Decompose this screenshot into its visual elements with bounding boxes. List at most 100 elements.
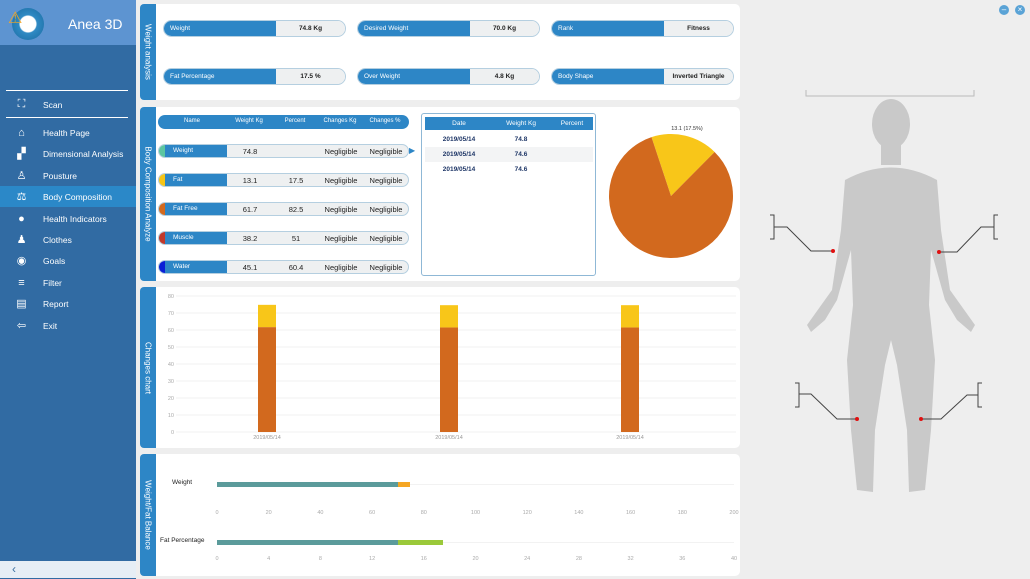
field-over-weight: Over Weight 4.8 Kg (357, 68, 540, 85)
x-tick-label: 2019/05/14 (616, 435, 644, 441)
composition-table-header: Name Weight Kg Percent Changes Kg Changes % (158, 115, 409, 129)
x-tick-label: 140 (574, 510, 584, 516)
user-avatar-icon[interactable] (12, 8, 44, 40)
composition-pie-chart: 13.1 (17.5%) (609, 126, 733, 258)
collapse-sidebar-button[interactable]: ‹ (0, 561, 136, 578)
composition-row[interactable]: Water 45.1 60.4 Negligible Negligible (158, 260, 409, 274)
y-tick-label: 20 (168, 396, 174, 402)
sidebar-item-health-page[interactable]: ⌂ Health Page (0, 122, 136, 143)
chevron-left-icon: ‹ (12, 562, 16, 576)
sidebar-item-report[interactable]: ▤ Report (0, 293, 136, 314)
column-header: Changes % (369, 118, 401, 124)
home-icon: ⌂ (18, 126, 25, 139)
history-row[interactable]: 2019/05/14 74.8 (425, 132, 593, 147)
color-swatch (159, 203, 165, 215)
column-header: Percent (284, 118, 306, 124)
sidebar-item-body-composition[interactable]: ⚖ Body Composition (0, 186, 136, 207)
sidebar-item-health-indicators[interactable]: ● Health Indicators (0, 208, 136, 229)
sidebar-item-pousture[interactable]: ♙ Pousture (0, 165, 136, 186)
column-header: Name (183, 118, 201, 124)
cell-changes_kg: Negligible (324, 234, 358, 243)
body-silhouette[interactable] (745, 0, 1030, 579)
composition-row[interactable]: Fat 13.1 17.5 Negligible Negligible (158, 173, 409, 187)
cell-changes_kg: Negligible (324, 147, 358, 156)
sidebar-item-dimensional-analysis[interactable]: ▞ Dimensional Analysis (0, 143, 136, 164)
field-body-shape: Body Shape Inverted Triangle (551, 68, 734, 85)
cell-percent: 17.5 (288, 176, 304, 185)
composition-row[interactable]: Weight 74.8 Negligible Negligible (158, 144, 409, 158)
color-swatch (159, 232, 165, 244)
selected-row-arrow-icon: ▶ (409, 146, 416, 155)
color-swatch (159, 145, 165, 157)
bar-segment[interactable] (440, 327, 458, 432)
history-row[interactable]: 2019/05/14 74.6 (425, 162, 593, 177)
x-tick-label: 180 (677, 510, 687, 516)
sidebar-item-clothes[interactable]: ♟ Clothes (0, 229, 136, 250)
body-model-view: – × (745, 0, 1030, 579)
sidebar-item-goals[interactable]: ◉ Goals (0, 250, 136, 271)
exit-icon: ⇦ (16, 320, 27, 332)
filter-icon: ≡ (18, 276, 25, 289)
field-desired-weight: Desired Weight 70.0 Kg (357, 20, 540, 37)
x-tick-label: 2019/05/14 (253, 435, 281, 441)
x-tick-label: 40 (730, 556, 738, 562)
color-swatch (159, 261, 165, 273)
x-tick-label: 32 (627, 556, 634, 562)
x-tick-label: 2019/05/14 (435, 435, 463, 441)
close-button[interactable]: × (1015, 5, 1025, 15)
x-tick-label: 200 (729, 510, 739, 516)
changes-chart-panel: Changes chart 0 10 20 30 40 50 60 70 80 2019/05/1… (140, 287, 740, 448)
apple-icon: ● (18, 212, 25, 225)
bar-segment[interactable] (621, 305, 639, 328)
cell-changes_kg: Negligible (324, 176, 358, 185)
bar-segment[interactable] (258, 327, 276, 432)
cell-percent: 82.5 (288, 205, 304, 214)
sidebar: ⚠ Anea 3D ⛶ Scan ⌂ Health Page ▞ Dimensional … (0, 0, 136, 579)
divider (6, 90, 128, 91)
x-tick-label: 160 (626, 510, 636, 516)
x-tick-label: 4 (267, 556, 271, 562)
minimize-button[interactable]: – (999, 5, 1009, 15)
sidebar-item-exit[interactable]: ⇦ Exit (0, 315, 136, 336)
sidebar-header: ⚠ Anea 3D (0, 0, 136, 45)
cell-percent: 51 (291, 234, 301, 243)
weight-fat-balance-panel: Weight/Fat Balance Weight 0 20 40 60 80 100 120… (140, 454, 740, 576)
field-rank: Rank Fitness (551, 20, 734, 37)
x-tick-label: 20 (472, 556, 479, 562)
body-composition-tab: Body Composition Analyze (140, 107, 156, 281)
cell-date: 2019/05/14 (442, 136, 476, 143)
balance-bar-base (217, 540, 398, 545)
pie-slice[interactable] (651, 134, 715, 196)
bar-segment[interactable] (440, 305, 458, 328)
cell-weight: 74.8 (242, 147, 258, 156)
x-tick-label: 120 (522, 510, 532, 516)
sidebar-item-scan[interactable]: ⛶ Scan (0, 94, 136, 115)
composition-row[interactable]: Muscle 38.2 51 Negligible Negligible (158, 231, 409, 245)
history-table-header: Date Weight Kg Percent (425, 117, 593, 130)
weight-analysis-tab: Weight analysis (140, 4, 156, 100)
track (217, 484, 734, 485)
cell-date: 2019/05/14 (442, 151, 476, 158)
bar-segment[interactable] (621, 327, 639, 432)
x-tick-label: 36 (679, 556, 686, 562)
cell-weight: 74.8 (514, 136, 528, 143)
field-fat-percentage: Fat Percentage 17.5 % (163, 68, 346, 85)
dimension-icon: ▞ (17, 148, 26, 160)
composition-row[interactable]: Fat Free 61.7 82.5 Negligible Negligible (158, 202, 409, 216)
sidebar-item-filter[interactable]: ≡ Filter (0, 272, 136, 293)
body-composition-panel: Body Composition Analyze Name Weight Kg Pe… (140, 107, 740, 281)
column-header: Weight Kg (506, 120, 536, 127)
cell-changes_pct: Negligible (369, 205, 403, 214)
cell-weight: 74.6 (514, 151, 528, 158)
history-row[interactable]: 2019/05/14 74.6 (425, 147, 593, 162)
balance-bar-extra (397, 540, 444, 545)
pie-label: 13.1 (17.5%) (671, 126, 703, 132)
x-tick-label: 0 (215, 510, 219, 516)
history-table: Date Weight Kg Percent 2019/05/14 74.8 2019/… (421, 113, 596, 276)
clipboard-icon: ▤ (16, 298, 27, 310)
posture-icon: ♙ (16, 170, 27, 182)
bar-segment[interactable] (258, 304, 276, 328)
pie-slice[interactable] (609, 137, 733, 258)
balance-bar-base (217, 482, 398, 487)
changes-bar-chart: 0 10 20 30 40 50 60 70 80 2019/05/14 2019/05/14 201… (168, 294, 736, 441)
